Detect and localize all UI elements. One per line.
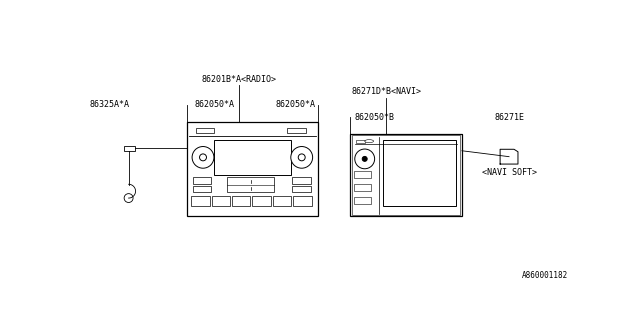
Bar: [292, 186, 311, 192]
Bar: [352, 135, 460, 215]
Ellipse shape: [291, 147, 312, 168]
Ellipse shape: [124, 194, 133, 203]
Text: A860001182: A860001182: [522, 271, 568, 280]
Ellipse shape: [355, 149, 374, 169]
Ellipse shape: [365, 140, 374, 143]
Bar: [355, 184, 371, 191]
Bar: [446, 140, 455, 143]
Bar: [293, 196, 312, 206]
Bar: [273, 196, 291, 206]
Text: 86271E: 86271E: [494, 113, 524, 122]
Bar: [252, 196, 271, 206]
Bar: [355, 171, 371, 178]
Bar: [191, 196, 209, 206]
Bar: [193, 186, 211, 192]
Bar: [124, 146, 134, 151]
Bar: [356, 140, 365, 143]
Text: 86201B*A<RADIO>: 86201B*A<RADIO>: [202, 75, 276, 84]
Text: 862050*A: 862050*A: [276, 100, 316, 109]
Bar: [227, 177, 275, 192]
Ellipse shape: [298, 154, 305, 161]
Bar: [187, 122, 318, 216]
Bar: [292, 177, 311, 184]
Bar: [287, 128, 306, 133]
Bar: [212, 196, 230, 206]
Text: <NAVI SOFT>: <NAVI SOFT>: [481, 169, 536, 178]
Bar: [383, 140, 456, 206]
Bar: [232, 196, 250, 206]
Bar: [196, 128, 214, 133]
Text: 862050*A: 862050*A: [194, 100, 234, 109]
Ellipse shape: [200, 154, 207, 161]
Text: 86271D*B<NAVI>: 86271D*B<NAVI>: [351, 87, 421, 96]
Text: 862050*B: 862050*B: [355, 113, 394, 122]
Bar: [214, 140, 291, 175]
Ellipse shape: [192, 147, 214, 168]
Bar: [350, 134, 462, 216]
Bar: [193, 177, 211, 184]
Ellipse shape: [362, 156, 367, 161]
Text: 86325A*A: 86325A*A: [90, 100, 130, 109]
Bar: [355, 196, 371, 204]
